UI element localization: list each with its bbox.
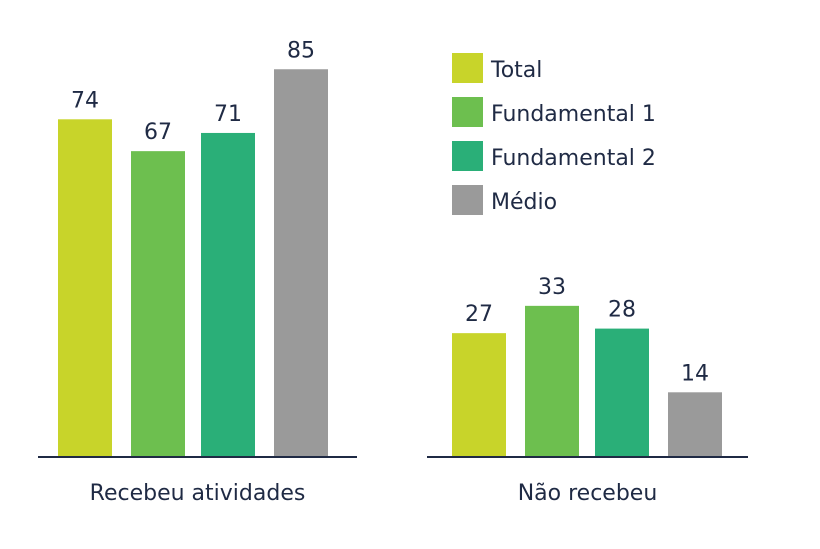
data-label-1-3: 14 (681, 361, 709, 386)
legend-label-2: Fundamental 2 (491, 146, 656, 171)
legend-swatch-0 (452, 53, 483, 83)
data-label-0-0: 74 (71, 88, 99, 113)
bar-1-2 (595, 328, 649, 456)
bar-1-0 (452, 333, 506, 456)
legend-label-3: Médio (491, 190, 557, 215)
data-label-0-2: 71 (214, 102, 242, 127)
bar-0-0 (58, 119, 112, 457)
data-label-0-3: 85 (287, 38, 315, 63)
bar-0-2 (201, 132, 255, 456)
legend-label-0: Total (490, 58, 542, 83)
data-label-0-1: 67 (144, 120, 172, 145)
legend-swatch-2 (452, 141, 483, 171)
legend-swatch-3 (452, 185, 483, 215)
bar-0-3 (274, 69, 328, 456)
data-label-1-0: 27 (465, 302, 493, 327)
category-label-0: Recebeu atividades (90, 481, 306, 506)
bar-0-1 (131, 151, 185, 456)
bar-1-1 (525, 305, 579, 456)
legend-swatch-1 (452, 97, 483, 127)
data-label-1-2: 28 (608, 298, 636, 323)
legend-label-1: Fundamental 1 (491, 102, 656, 127)
category-label-1: Não recebeu (518, 481, 658, 506)
data-label-1-1: 33 (538, 275, 566, 300)
bar-1-3 (668, 392, 722, 456)
